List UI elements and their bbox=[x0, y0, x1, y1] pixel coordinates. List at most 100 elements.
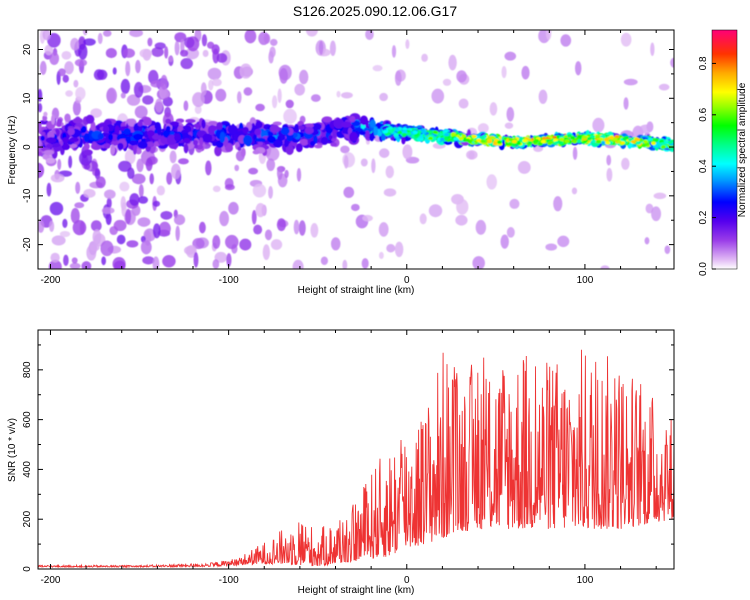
spectrogram-cell bbox=[127, 167, 135, 179]
spectrogram-core-cell bbox=[387, 126, 393, 131]
spectrogram-core-cell bbox=[388, 129, 394, 134]
spectrogram-cell bbox=[501, 65, 507, 79]
spectrogram-cell bbox=[156, 185, 165, 196]
spectrogram-cell bbox=[94, 167, 101, 180]
spectrogram-cell bbox=[102, 30, 112, 37]
spectrogram-cell bbox=[50, 114, 56, 125]
spectrogram-cell bbox=[131, 173, 146, 185]
spectrogram-cell bbox=[201, 119, 206, 129]
spectrogram-cell bbox=[58, 68, 66, 77]
spectrogram-cell bbox=[171, 163, 181, 180]
spectrogram-cell bbox=[378, 222, 389, 237]
spectrogram-core-cell bbox=[461, 134, 467, 138]
spectrogram-cell bbox=[168, 56, 174, 63]
spectrogram-cell bbox=[233, 133, 239, 142]
spectrogram-cell bbox=[284, 169, 289, 179]
spectrogram-cell bbox=[67, 128, 75, 136]
spectrogram-cell bbox=[216, 53, 228, 63]
spectrogram-core-cell bbox=[406, 132, 412, 136]
spectrogram-cell bbox=[192, 238, 205, 250]
spectrogram-cell bbox=[158, 221, 171, 236]
spectrogram-core-cell bbox=[432, 130, 438, 134]
spectrogram-cell bbox=[169, 131, 175, 136]
spectrogram-cell bbox=[219, 131, 226, 143]
spectrogram-cell bbox=[270, 239, 283, 250]
y-tick-label: -10 bbox=[22, 188, 33, 203]
x-tick-label: -200 bbox=[40, 575, 60, 586]
spectrogram-cell bbox=[140, 240, 152, 255]
spectrogram-cell bbox=[63, 254, 69, 267]
spectrogram-cell bbox=[97, 133, 104, 140]
colorbar-tick-label: 0.6 bbox=[698, 107, 709, 121]
spectrogram-core-cell bbox=[590, 134, 596, 139]
spectrogram-cell bbox=[81, 125, 87, 134]
colorbar-label: Normalized spectral amplitude bbox=[737, 82, 748, 217]
spectrogram-cell bbox=[74, 58, 88, 67]
spectrogram-cell bbox=[386, 244, 396, 253]
spectrogram-cell bbox=[456, 199, 469, 215]
spectrogram-cell bbox=[295, 143, 303, 153]
spectrogram-cell bbox=[97, 32, 103, 45]
spectrogram-cell bbox=[292, 259, 304, 269]
spectrogram-cell bbox=[472, 256, 485, 269]
spectrogram-cell bbox=[183, 137, 191, 144]
spectrogram-cell bbox=[428, 204, 443, 218]
spectrogram-core-cell bbox=[437, 132, 443, 137]
spectrogram-cell bbox=[45, 137, 57, 144]
spectrogram-cell bbox=[379, 92, 388, 102]
spectrogram-core-cell bbox=[480, 139, 486, 143]
spectrogram-cell bbox=[264, 229, 273, 241]
spectrogram-cell bbox=[83, 188, 96, 198]
spectrogram-core-cell bbox=[522, 138, 528, 143]
spectrogram-cell bbox=[509, 198, 520, 209]
x-tick-label: 100 bbox=[577, 575, 594, 586]
spectrogram-cell bbox=[212, 235, 221, 249]
spectrogram-cell bbox=[571, 187, 578, 195]
spectrogram-cell bbox=[349, 131, 358, 143]
spectrogram-core-cell bbox=[630, 140, 636, 144]
spectrogram-cell bbox=[332, 130, 337, 139]
spectrogram-cell bbox=[477, 123, 489, 134]
spectrogram-cell bbox=[180, 58, 193, 70]
spectrogram-cell bbox=[236, 91, 242, 104]
spectrogram-cell bbox=[118, 160, 132, 172]
spectrogram-cell bbox=[132, 143, 137, 155]
spectrogram-cell bbox=[475, 219, 487, 235]
spectrogram-cell bbox=[266, 158, 276, 172]
spectrogram-core-cell bbox=[548, 140, 554, 145]
spectrogram-cell bbox=[61, 50, 72, 60]
spectrogram-cell bbox=[623, 97, 629, 110]
spectrogram-cell bbox=[137, 141, 148, 149]
spectrogram-cell bbox=[276, 166, 283, 180]
x-tick-label: 100 bbox=[577, 275, 594, 286]
spectrogram-cell bbox=[166, 172, 173, 185]
spectrogram-core-cell bbox=[540, 139, 546, 144]
spectrogram-cell bbox=[320, 256, 329, 266]
spectrogram-cell bbox=[40, 135, 45, 141]
spectrogram-cell bbox=[448, 54, 457, 71]
spectrogram-cell bbox=[39, 60, 47, 75]
spectrogram-cell bbox=[310, 222, 319, 238]
spectrogram-cell bbox=[129, 193, 140, 206]
spectrogram-cell bbox=[161, 89, 170, 99]
spectrogram-cell bbox=[371, 158, 376, 174]
spectrogram-cell bbox=[239, 63, 253, 79]
spectrogram-cell bbox=[125, 208, 132, 225]
spectrogram-cell bbox=[330, 142, 337, 147]
spectrogram-cell bbox=[135, 148, 142, 155]
spectrogram-cell bbox=[83, 38, 96, 46]
spectrogram-cell bbox=[504, 51, 517, 61]
spectrogram-core-cell bbox=[616, 139, 622, 144]
spectrogram-cell bbox=[93, 69, 105, 81]
spectrogram-core-cell bbox=[515, 141, 521, 146]
spectrogram-cell bbox=[255, 137, 266, 142]
spectrogram-cell bbox=[401, 136, 406, 145]
spectrogram-cell bbox=[343, 186, 355, 199]
spectrogram-cell bbox=[46, 182, 52, 197]
spectrogram-core-cell bbox=[487, 138, 493, 143]
y-tick-label: 200 bbox=[22, 510, 33, 527]
spectrogram-cell bbox=[224, 184, 235, 191]
spectrogram-core-cell bbox=[512, 139, 518, 144]
spectrogram-cell bbox=[146, 129, 155, 137]
spectrogram-cell bbox=[157, 124, 162, 136]
